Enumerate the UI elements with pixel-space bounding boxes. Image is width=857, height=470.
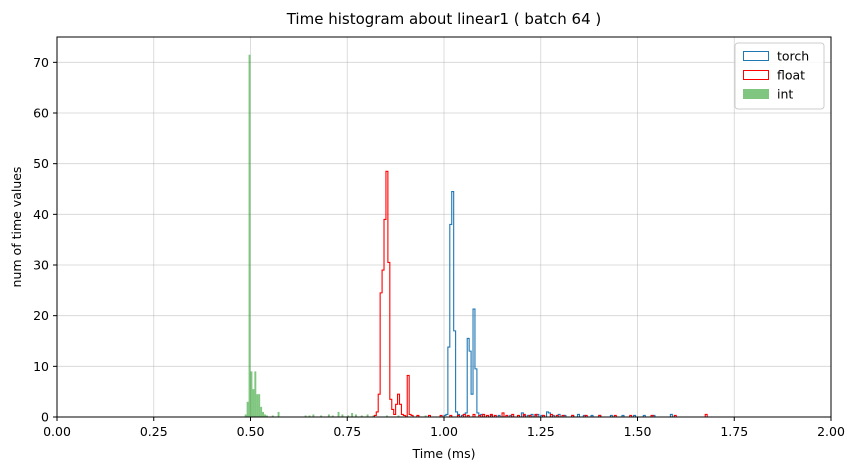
legend-swatch-float bbox=[743, 70, 769, 80]
legend-label-torch: torch bbox=[777, 49, 809, 64]
int-bar bbox=[260, 406, 263, 417]
legend-swatch-torch bbox=[743, 51, 769, 61]
int-bar bbox=[248, 54, 251, 417]
series-float bbox=[373, 170, 708, 418]
y-axis-label: num of time values bbox=[9, 167, 24, 288]
float-step-line bbox=[373, 170, 708, 418]
int-bar bbox=[341, 414, 344, 417]
y-tick-label: 20 bbox=[33, 308, 49, 323]
y-tick-label: 60 bbox=[33, 106, 49, 121]
int-bar bbox=[385, 415, 388, 417]
int-bar bbox=[308, 415, 311, 417]
chart-title: Time histogram about linear1 ( batch 64 … bbox=[286, 10, 602, 28]
int-bar bbox=[277, 411, 280, 417]
int-bar bbox=[244, 414, 247, 417]
int-bar bbox=[405, 415, 408, 417]
int-bar bbox=[271, 415, 274, 417]
legend: torch float int bbox=[734, 42, 825, 110]
x-tick-label: 1.50 bbox=[624, 424, 652, 439]
legend-label-int: int bbox=[777, 87, 793, 102]
y-tick-label: 0 bbox=[41, 410, 49, 425]
int-bar bbox=[250, 371, 253, 417]
y-tick-label: 10 bbox=[33, 359, 49, 374]
int-bar bbox=[424, 415, 427, 417]
y-tick-label: 70 bbox=[33, 55, 49, 70]
series-int bbox=[244, 54, 427, 417]
int-bar bbox=[304, 415, 307, 417]
int-bar bbox=[246, 401, 249, 417]
int-bar bbox=[264, 414, 266, 417]
y-tick-label: 50 bbox=[33, 156, 49, 171]
x-axis-label: Time (ms) bbox=[411, 446, 475, 461]
int-bar bbox=[262, 411, 265, 417]
int-bar bbox=[366, 414, 369, 417]
legend-swatch-int bbox=[743, 89, 769, 99]
x-tick-label: 2.00 bbox=[817, 424, 845, 439]
int-bar bbox=[327, 414, 330, 417]
x-axis: 0.00 0.25 0.50 0.75 1.00 1.25 1.50 1.75 2.00 bbox=[43, 417, 845, 439]
x-tick-label: 0.50 bbox=[237, 424, 265, 439]
int-bar bbox=[254, 371, 257, 417]
x-tick-label: 0.75 bbox=[333, 424, 361, 439]
grid bbox=[56, 37, 832, 418]
x-tick-label: 0.25 bbox=[140, 424, 168, 439]
int-bar bbox=[258, 394, 261, 417]
legend-label-float: float bbox=[777, 68, 805, 83]
int-bar bbox=[347, 415, 350, 417]
int-bar bbox=[337, 411, 340, 417]
int-bar bbox=[331, 415, 334, 417]
int-bar bbox=[360, 415, 363, 417]
y-tick-label: 30 bbox=[33, 258, 49, 273]
int-bar bbox=[252, 389, 255, 417]
x-tick-label: 1.25 bbox=[527, 424, 555, 439]
int-bar bbox=[354, 414, 357, 417]
int-bar bbox=[265, 415, 268, 417]
x-tick-label: 1.75 bbox=[720, 424, 748, 439]
x-tick-label: 1.00 bbox=[430, 424, 458, 439]
int-bar bbox=[372, 415, 375, 417]
int-bar bbox=[351, 412, 354, 417]
int-bar bbox=[320, 415, 323, 417]
y-tick-label: 40 bbox=[33, 207, 49, 222]
y-axis: 0 10 20 30 40 50 60 70 bbox=[33, 55, 57, 425]
int-bar bbox=[312, 414, 315, 417]
int-bar bbox=[256, 394, 259, 417]
x-tick-label: 0.00 bbox=[43, 424, 71, 439]
int-bar bbox=[397, 415, 400, 417]
